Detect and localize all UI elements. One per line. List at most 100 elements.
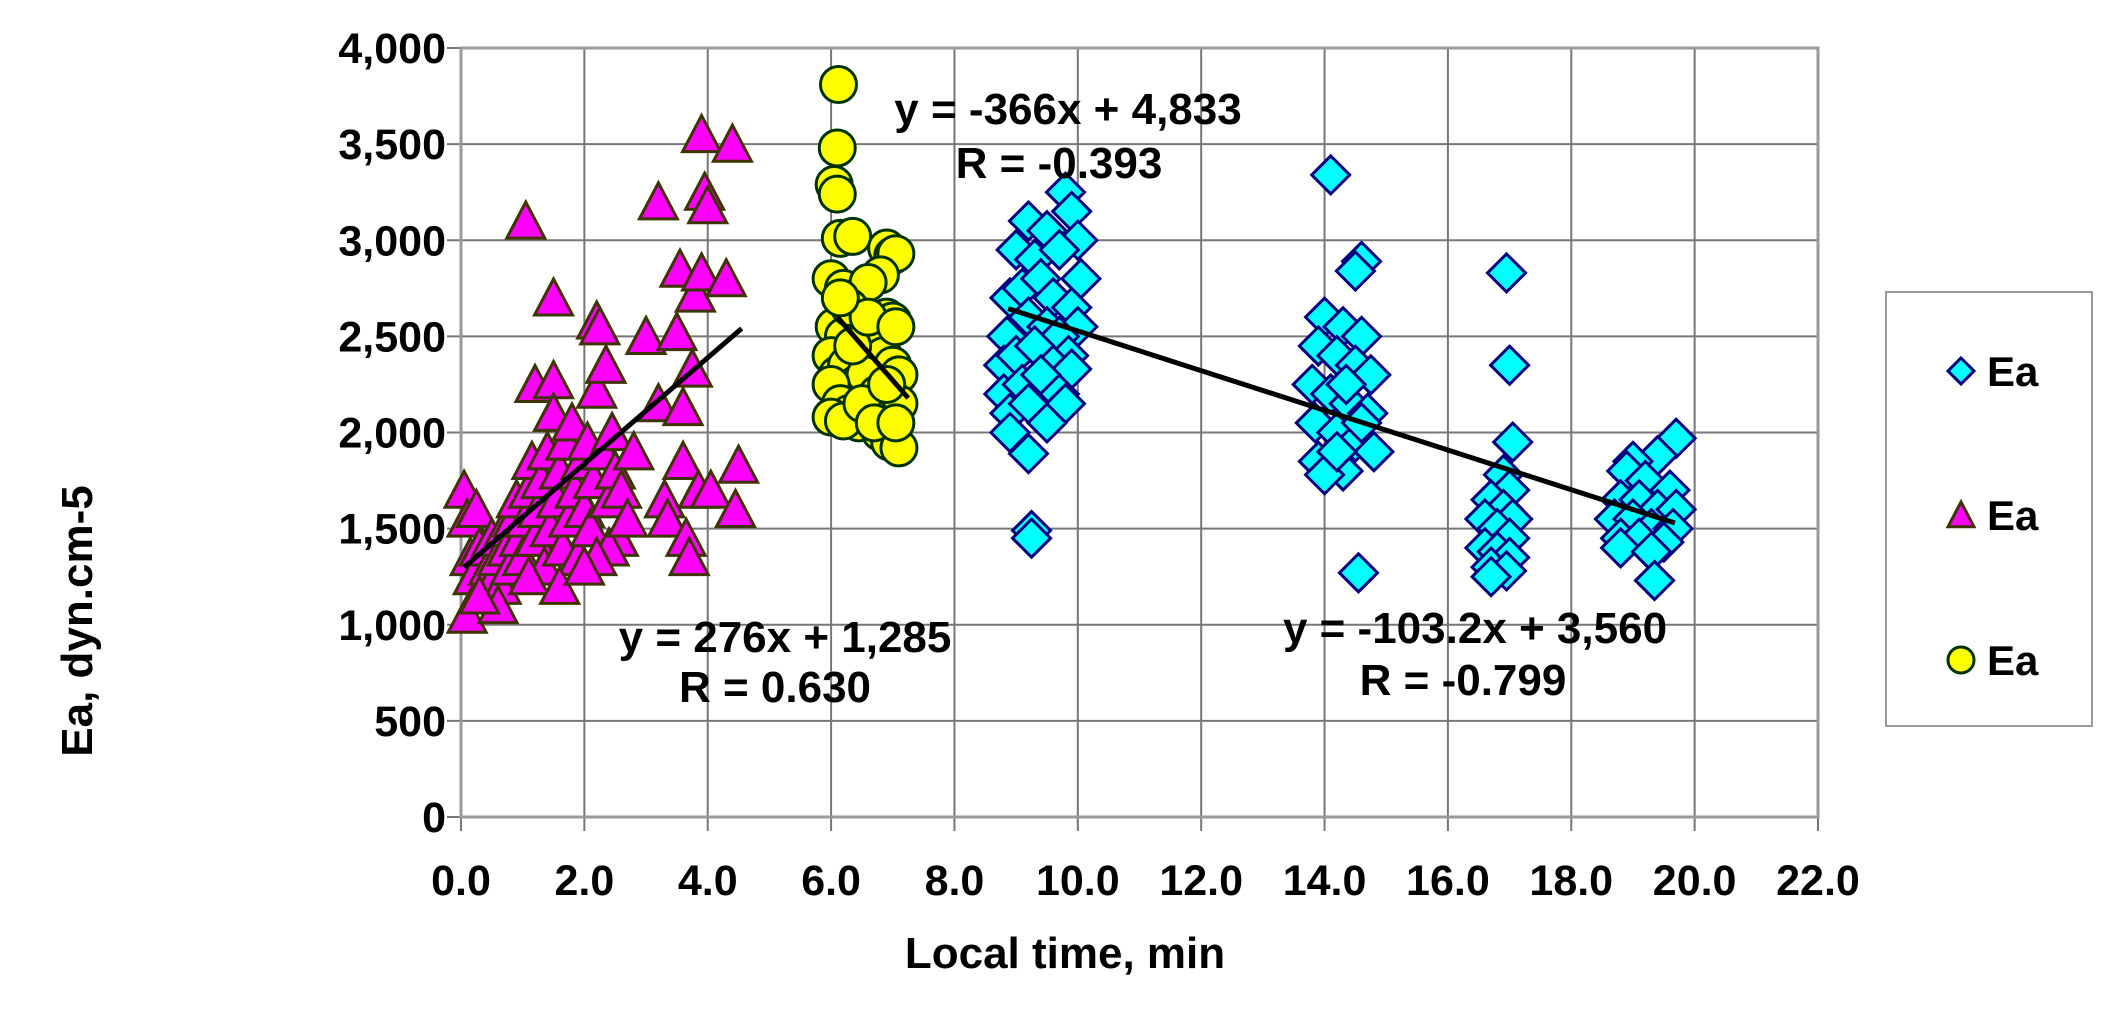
triangle-point [655, 310, 699, 352]
triangle-point [504, 198, 548, 240]
circle-point [817, 174, 857, 214]
circle-point [876, 403, 916, 443]
triangle-point [624, 314, 668, 355]
legend-label: Ea [1987, 637, 2039, 684]
diamond-legend-icon [1945, 355, 1977, 387]
trendline-diamond [1007, 306, 1676, 526]
triangle-legend-icon [1945, 498, 1977, 529]
diamond-point [1337, 551, 1380, 594]
trendline-equation-diamond: y = -103.2x + 3,560 [1283, 604, 1667, 653]
diamond-point [1010, 517, 1053, 560]
triangle-point [636, 179, 680, 221]
triangle-point [532, 275, 576, 317]
plot-area-border [459, 46, 1820, 819]
series-triangle [442, 112, 761, 634]
trendlines [462, 306, 1676, 570]
diamond-point [1038, 228, 1081, 271]
triangle-point [646, 496, 690, 538]
x-tick-label: 16.0 [1406, 857, 1490, 905]
triangle-point [569, 506, 613, 548]
triangle-point [680, 250, 724, 292]
data-points [442, 65, 1698, 634]
circle-point [818, 65, 858, 105]
triangle-point [606, 496, 650, 538]
trendline-r-circle: R = -0.393 [956, 139, 1163, 188]
diamond-point [1599, 526, 1642, 569]
diamond-point [1352, 430, 1396, 473]
x-tick-label: 12.0 [1159, 857, 1243, 905]
diamond-point [1488, 344, 1531, 387]
triangle-point [704, 256, 748, 298]
circle-point [867, 364, 907, 404]
triangle-point [661, 439, 705, 480]
y-axis: 0 500 1,000 1,500 2,000 2,500 3,000 3,500 4,000 [338, 25, 446, 842]
triangle-point [584, 342, 628, 384]
circle-point [876, 307, 916, 347]
y-tick-label: 3,500 [338, 121, 446, 169]
circle-legend-icon [1946, 645, 1976, 675]
diamond-point [1485, 251, 1528, 295]
legend-item-circle: Ea [1946, 637, 2039, 684]
circle-point [833, 216, 873, 256]
diamond-point [1334, 249, 1377, 293]
x-tick-label: 6.0 [801, 857, 861, 905]
x-tick-label: 22.0 [1776, 857, 1860, 905]
legend: Ea Ea Ea [1885, 291, 2093, 727]
y-tick-label: 500 [374, 698, 446, 746]
legend-label: Ea [1987, 492, 2039, 539]
triangle-point [454, 487, 498, 528]
diamond-point [1007, 432, 1050, 475]
triangle-point [713, 487, 757, 528]
circle-point [817, 128, 857, 168]
y-axis-title: Ea, dyn.cm-5 [53, 485, 102, 756]
diamond-point [1469, 555, 1513, 598]
y-tick-label: 3,000 [338, 217, 446, 265]
y-tick-label: 2,500 [338, 313, 446, 361]
x-tick-label: 20.0 [1653, 857, 1737, 905]
triangle-point [673, 271, 717, 313]
x-tick-label: 18.0 [1529, 857, 1613, 905]
x-tick-label: 8.0 [925, 857, 985, 905]
y-tick-label: 2,000 [338, 410, 446, 458]
x-tick-label: 0.0 [431, 857, 491, 905]
trendline-r-triangle: R = 0.630 [679, 663, 871, 712]
triangle-point [550, 400, 594, 442]
x-tick-label: 14.0 [1283, 857, 1367, 905]
triangle-point [507, 554, 551, 596]
triangle-point [686, 183, 730, 225]
triangle-point [689, 467, 733, 509]
triangle-point [667, 535, 711, 577]
trendline-circle [835, 315, 911, 400]
legend-label: Ea [1987, 348, 2039, 395]
trendline-equation-circle: y = -366x + 4,833 [894, 85, 1241, 134]
x-axis: 0.0 2.0 4.0 6.0 8.0 10.0 12.0 14.0 16.0 18.0 20.0 2… [431, 857, 1860, 905]
diamond-point [1309, 153, 1352, 197]
triangle-point [575, 367, 619, 409]
triangle-point [599, 467, 643, 509]
circle-point [820, 278, 860, 318]
triangle-point [612, 429, 656, 471]
series-circle [811, 65, 919, 468]
triangle-point [458, 573, 501, 615]
x-tick-label: 10.0 [1036, 857, 1120, 905]
diamond-point [1491, 420, 1534, 464]
x-axis-title: Local time, min [905, 929, 1225, 978]
triangle-point [578, 304, 622, 346]
y-tick-label: 1,500 [338, 506, 446, 554]
y-tick-label: 4,000 [338, 25, 446, 73]
trendline-equation-triangle: y = 276x + 1,285 [619, 613, 952, 662]
legend-item-triangle: Ea [1945, 492, 2039, 539]
trendline-triangle [462, 326, 744, 570]
diamond-point [1025, 401, 1069, 445]
triangle-point [680, 112, 724, 154]
triangle-point [562, 544, 606, 586]
x-tick-label: 4.0 [678, 857, 738, 905]
y-tick-label: 0 [422, 794, 446, 842]
trendline-r-diamond: R = -0.799 [1360, 656, 1567, 705]
legend-box [1885, 291, 2093, 727]
diamond-point [1315, 430, 1359, 473]
diamond-point [1325, 363, 1368, 406]
series-diamond [982, 153, 1698, 602]
x-tick-label: 2.0 [554, 857, 614, 905]
